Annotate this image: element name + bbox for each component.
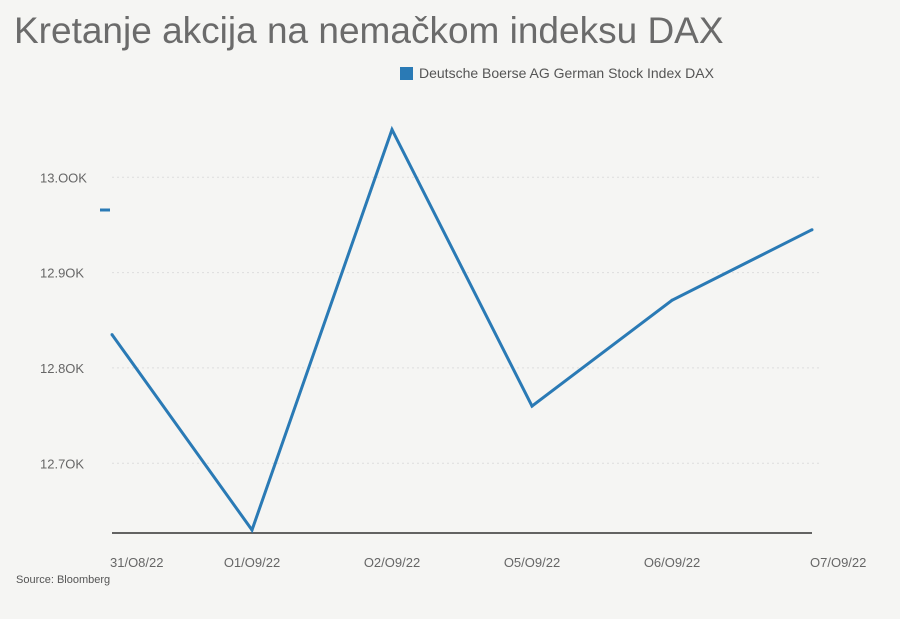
series-layer [110,125,814,534]
x-tick-label: 31/O8/22 [110,555,164,570]
y-tick-label: 12.9OK [40,266,84,281]
y-tick-label: 13.OOK [40,170,87,185]
y-tick-label: 12.7OK [40,456,84,471]
x-tick-label: O5/O9/22 [504,555,560,570]
source-note: Source: Bloomberg [16,574,111,586]
x-axis-ticks: 31/O8/22 O1/O9/22 O2/O9/22 O5/O9/22 O6/O9/22… [110,555,866,570]
data-point [670,298,674,302]
data-point [390,128,394,132]
y-axis-ticks: 12.7OK 12.8OK 12.9OK 13.OOK [40,170,87,471]
x-tick-label: O6/O9/22 [644,555,700,570]
x-tick-label: O7/O9/22 [810,555,866,570]
data-point [110,333,114,337]
legend: Deutsche Boerse AG German Stock Index DA… [400,65,714,81]
x-tick-label: O1/O9/22 [224,555,280,570]
legend-label: Deutsche Boerse AG German Stock Index DA… [419,65,714,81]
data-point [530,404,534,408]
data-point [250,528,254,532]
chart-title: Kretanje akcija na nemačkom indeksu DAX [14,10,724,51]
series-line [110,125,813,534]
data-point [810,228,814,232]
legend-swatch [400,66,413,80]
grid-lines [112,176,820,464]
y-tick-label: 12.8OK [40,361,84,376]
x-tick-label: O2/O9/22 [364,555,420,570]
